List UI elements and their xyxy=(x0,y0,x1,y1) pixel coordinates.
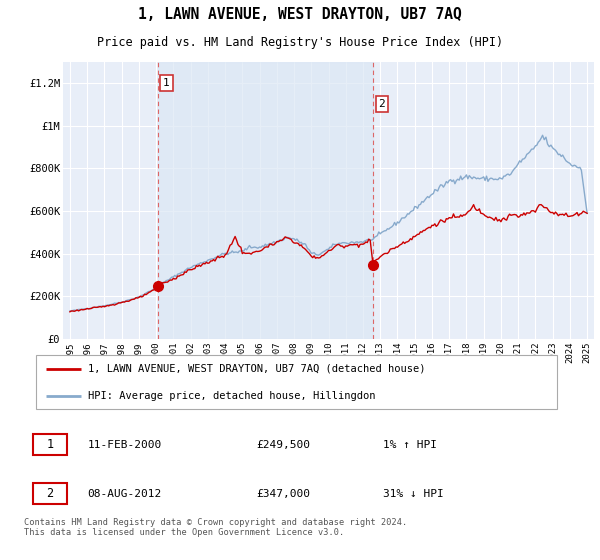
Text: 1% ↑ HPI: 1% ↑ HPI xyxy=(383,440,437,450)
Text: £249,500: £249,500 xyxy=(256,440,310,450)
FancyBboxPatch shape xyxy=(33,483,67,505)
Text: Price paid vs. HM Land Registry's House Price Index (HPI): Price paid vs. HM Land Registry's House … xyxy=(97,36,503,49)
Text: 1, LAWN AVENUE, WEST DRAYTON, UB7 7AQ (detached house): 1, LAWN AVENUE, WEST DRAYTON, UB7 7AQ (d… xyxy=(88,363,426,374)
Text: 1: 1 xyxy=(46,438,53,451)
Text: 2: 2 xyxy=(46,487,53,500)
Text: 31% ↓ HPI: 31% ↓ HPI xyxy=(383,489,443,498)
Text: £347,000: £347,000 xyxy=(256,489,310,498)
Text: 08-AUG-2012: 08-AUG-2012 xyxy=(88,489,162,498)
Text: 1, LAWN AVENUE, WEST DRAYTON, UB7 7AQ: 1, LAWN AVENUE, WEST DRAYTON, UB7 7AQ xyxy=(138,7,462,22)
FancyBboxPatch shape xyxy=(35,355,557,409)
Text: HPI: Average price, detached house, Hillingdon: HPI: Average price, detached house, Hill… xyxy=(88,391,376,401)
Text: 1: 1 xyxy=(163,78,170,88)
Text: Contains HM Land Registry data © Crown copyright and database right 2024.
This d: Contains HM Land Registry data © Crown c… xyxy=(24,518,407,538)
Text: 2: 2 xyxy=(379,99,385,109)
Text: 11-FEB-2000: 11-FEB-2000 xyxy=(88,440,162,450)
Bar xyxy=(158,62,373,339)
FancyBboxPatch shape xyxy=(33,434,67,455)
